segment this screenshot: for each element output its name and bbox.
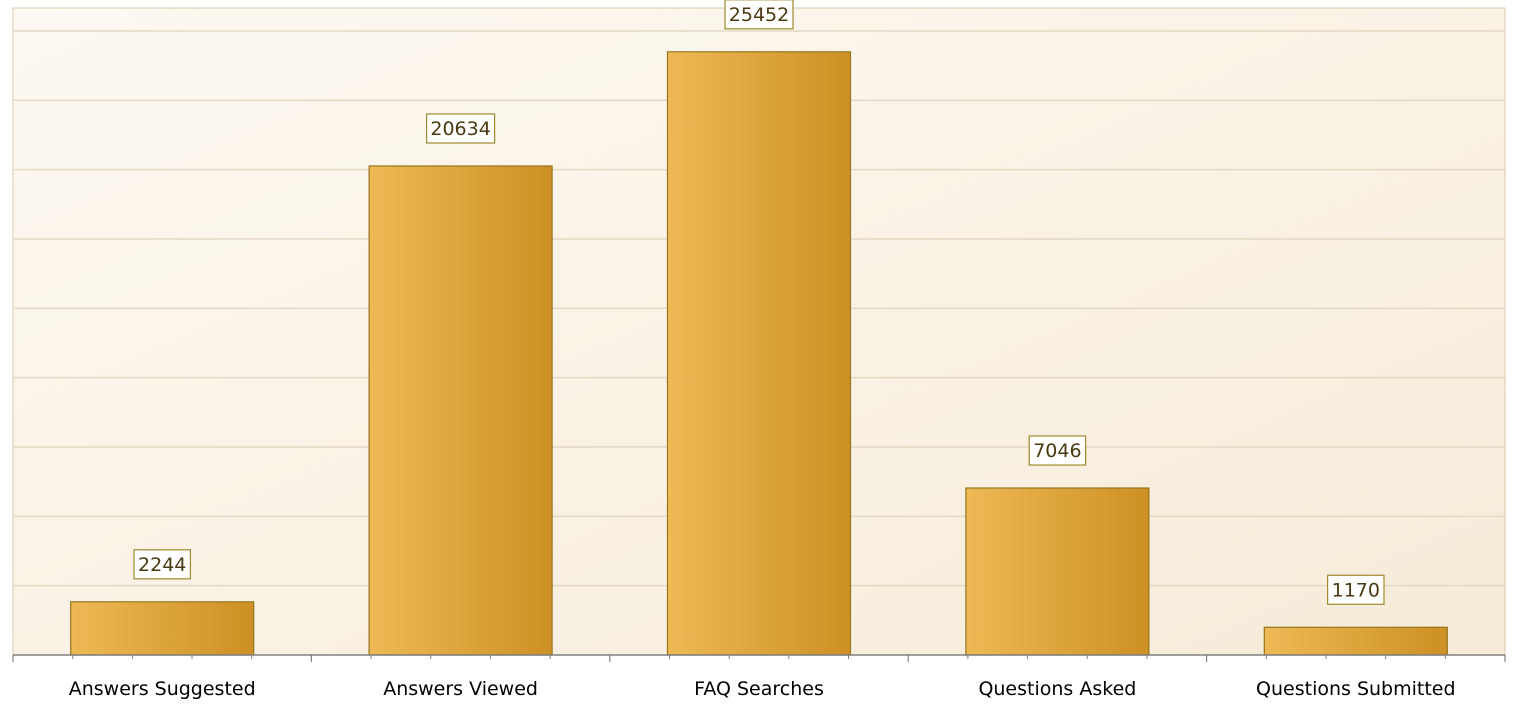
data-label-text: 2244 — [138, 554, 186, 576]
data-label-box — [133, 549, 192, 580]
bar — [70, 601, 255, 656]
data-label-text: 25452 — [729, 4, 789, 26]
data-labels: 2244 20634 25452 7046 1170 — [133, 0, 1385, 605]
data-label-box — [1028, 435, 1087, 466]
bar — [666, 51, 852, 656]
data-label-box — [426, 113, 496, 144]
data-label: 20634 — [426, 113, 496, 144]
data-label-text: 7046 — [1033, 440, 1081, 462]
data-label-text: 20634 — [430, 118, 490, 140]
data-label: 25452 — [724, 0, 794, 30]
x-tick-label: FAQ Searches — [694, 678, 824, 699]
data-label: 1170 — [1326, 574, 1385, 605]
bar — [368, 165, 553, 656]
x-tick-label: Questions Submitted — [1256, 678, 1456, 699]
data-label-box — [724, 0, 794, 30]
bar — [965, 487, 1150, 656]
bar — [1263, 626, 1448, 656]
data-label-text: 1170 — [1332, 579, 1380, 601]
bars — [70, 51, 1448, 656]
x-tick-label: Answers Viewed — [383, 678, 538, 699]
x-tick-label: Answers Suggested — [69, 678, 256, 699]
data-label-box — [1326, 574, 1385, 605]
data-label: 7046 — [1028, 435, 1087, 466]
x-axis: Answers Suggested Answers Viewed FAQ Searc… — [12, 654, 1506, 700]
x-tick-label: Questions Asked — [978, 678, 1136, 699]
data-label: 2244 — [133, 549, 192, 580]
